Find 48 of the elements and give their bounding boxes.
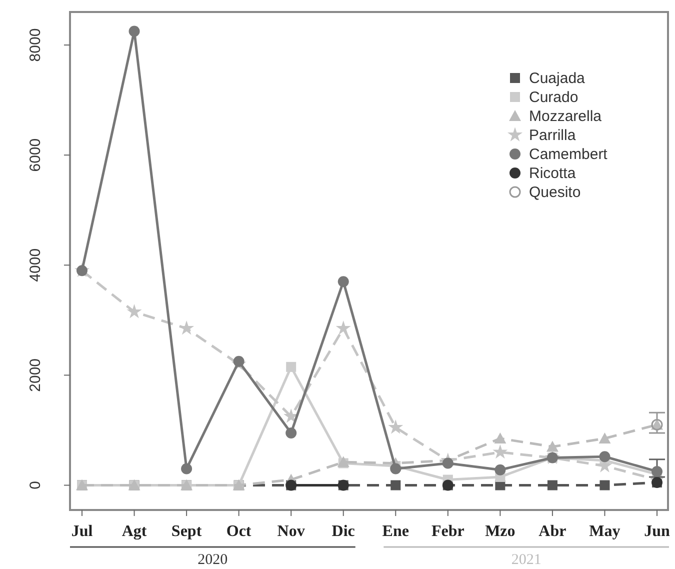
point	[128, 26, 140, 37]
point	[546, 440, 558, 452]
point	[286, 427, 297, 438]
point	[390, 463, 402, 474]
legend-label: Quesito	[529, 184, 581, 201]
point	[547, 480, 558, 490]
point	[652, 466, 662, 477]
point	[390, 480, 401, 490]
x-tick-label: Ene	[382, 523, 409, 540]
x-tick-label: Sept	[171, 523, 202, 540]
x-tick-label: Dic	[332, 523, 355, 540]
legend-label: Parrilla	[529, 127, 576, 144]
y-tick-label: 4000	[27, 248, 44, 282]
point	[336, 320, 351, 335]
point	[179, 320, 194, 335]
x-tick-label: Mzo	[485, 523, 516, 540]
x-tick-label: Nov	[277, 523, 305, 540]
x-tick-label: Jun	[644, 523, 670, 540]
legend-label: Ricotta	[529, 165, 576, 182]
legend-label: Mozzarella	[529, 108, 602, 125]
point	[126, 304, 142, 318]
point	[599, 451, 610, 462]
point	[600, 480, 610, 490]
x-tick-label: Jul	[71, 523, 94, 540]
point	[492, 444, 508, 459]
point	[494, 464, 506, 476]
point	[181, 463, 192, 474]
point	[598, 432, 611, 444]
legend-label: Curado	[529, 89, 578, 106]
x-tick-label: Febr	[431, 523, 464, 540]
point	[494, 432, 506, 444]
y-tick-label: 0	[27, 481, 44, 490]
x-tick-label: May	[589, 523, 620, 540]
point	[388, 420, 404, 434]
point	[233, 356, 244, 367]
y-tick-label: 8000	[27, 28, 44, 62]
point	[286, 362, 296, 372]
text: 2021	[511, 552, 542, 568]
text: 2020	[198, 552, 228, 568]
legend-label: Cuajada	[529, 70, 586, 87]
y-tick-label: 6000	[27, 138, 44, 172]
x-tick-label: Oct	[226, 523, 252, 540]
x-tick-label: Abr	[538, 523, 566, 540]
point	[338, 276, 349, 288]
y-tick-label: 2000	[27, 358, 44, 392]
point	[442, 458, 454, 469]
legend-label: Camembert	[529, 146, 608, 163]
x-tick-label: Agt	[122, 523, 148, 540]
